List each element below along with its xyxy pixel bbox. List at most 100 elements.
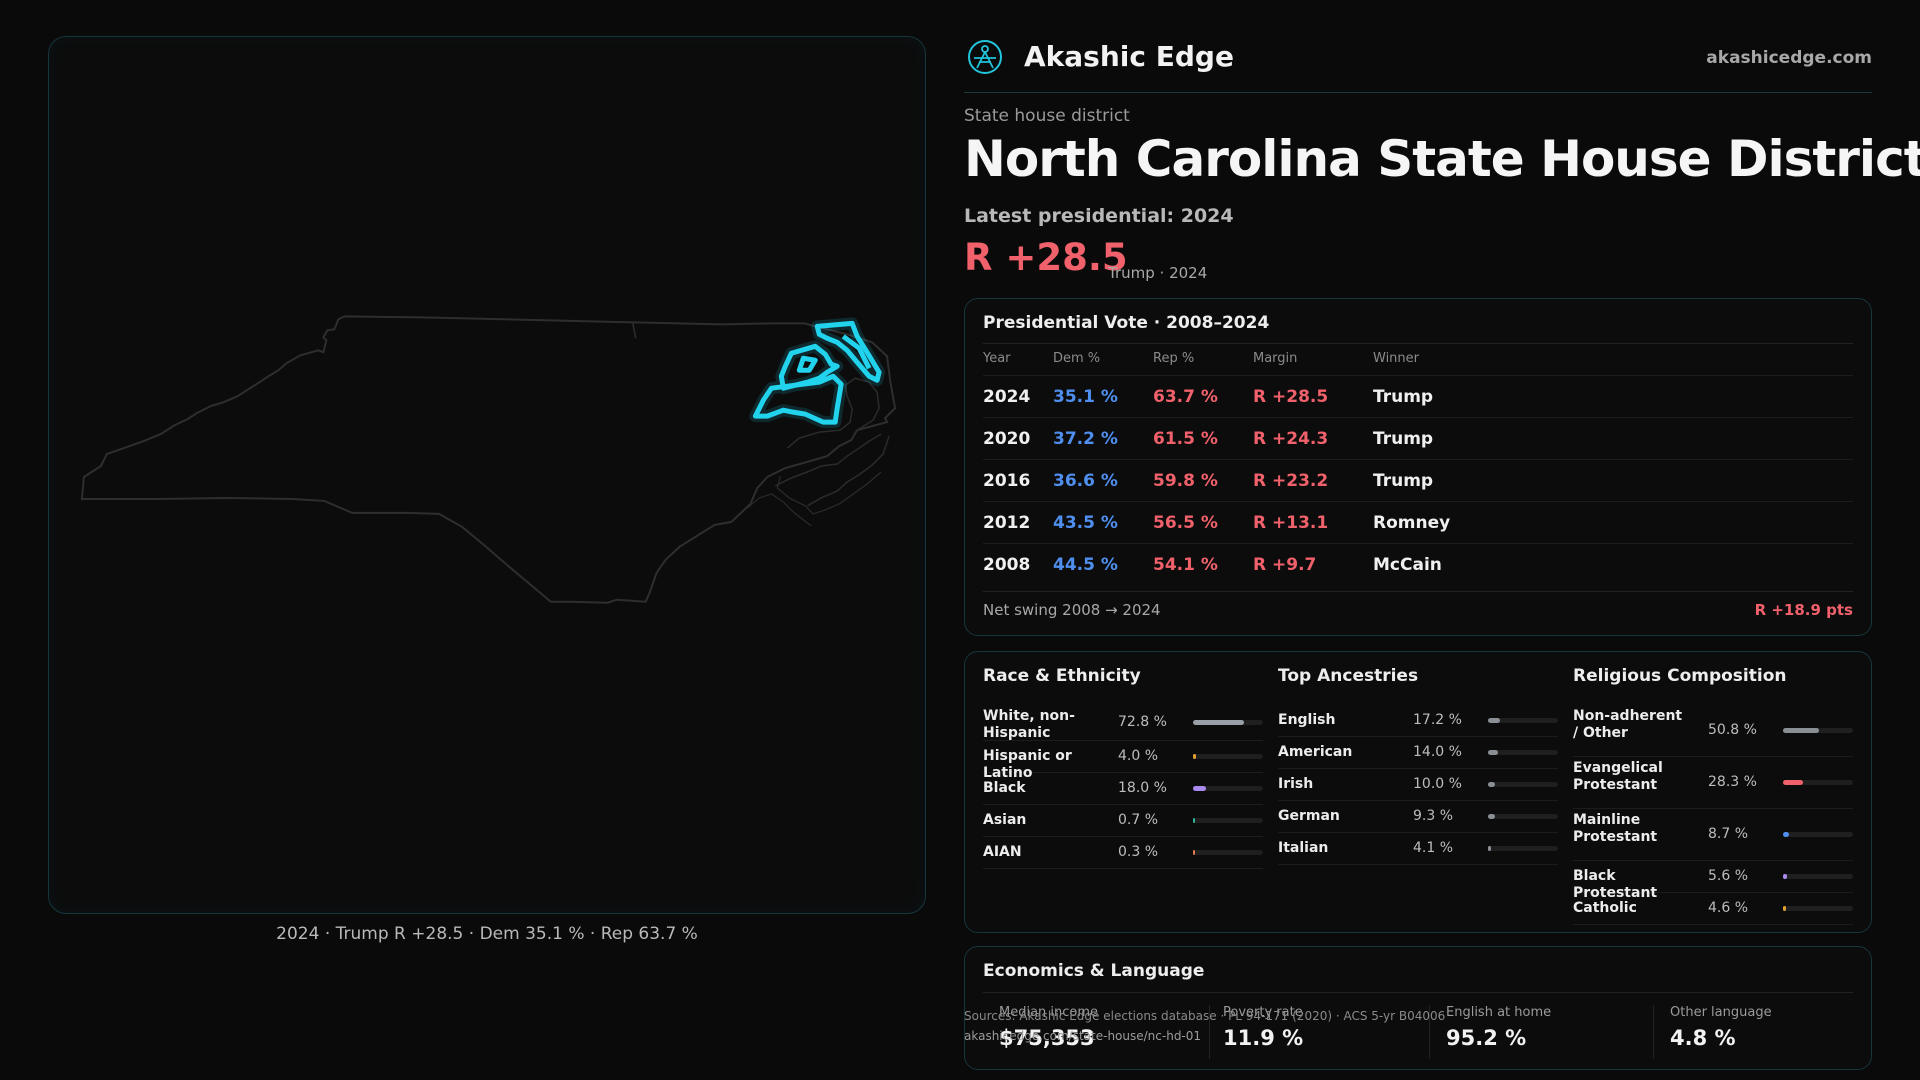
cell-dem: 37.2 % [1053,429,1118,449]
stat-label: English at home [1446,1005,1552,1020]
district-map[interactable] [48,36,926,914]
stat-row: White, non-Hispanic 72.8 % [983,704,1263,741]
stat-row-label: Hispanic or Latino [983,748,1072,781]
stat-row-percent: 17.2 % [1413,711,1462,728]
stat-row-label: Catholic [1573,900,1637,916]
district-highlight [752,320,882,425]
stat-value: 4.8 % [1670,1026,1736,1050]
cell-dem: 44.5 % [1053,555,1118,575]
stat-bar-track [1193,849,1263,855]
stat-bar-track [1193,719,1263,725]
stat-bar-fill [1193,785,1206,791]
stat-row-percent: 14.0 % [1413,743,1462,760]
stat-row-label: American [1278,744,1353,760]
stat-bar-track [1488,781,1558,787]
site-header: Akashic Edge akashicedge.com [964,36,1872,93]
sound-shoreline [747,493,812,527]
stat-row: Evangelical Protestant 28.3 % [1573,756,1853,809]
cell-rep: 56.5 % [1153,513,1218,533]
cell-winner: McCain [1373,555,1442,575]
stat-median-income: Median income $75,353 [999,1005,1098,1050]
latest-presidential-label: Latest presidential: 2024 [964,205,1234,227]
religious-composition-title: Religious Composition [1573,666,1787,686]
table-row: 2012 43.5 % 56.5 % R +13.1 Romney [983,501,1853,544]
stat-row: English 17.2 % [1278,704,1558,737]
cell-rep: 59.8 % [1153,471,1218,491]
cell-rep: 63.7 % [1153,387,1218,407]
stat-row-label: Italian [1278,840,1329,856]
stat-row-percent: 50.8 % [1708,721,1757,738]
brand-domain-link[interactable]: akashicedge.com [1706,48,1872,68]
cell-winner: Trump [1373,471,1434,491]
stat-row: Non-adherent / Other 50.8 % [1573,704,1853,757]
stat-bar-fill [1488,749,1498,755]
stat-bar-fill [1193,849,1195,855]
stat-bar-track [1488,749,1558,755]
top-ancestries-title: Top Ancestries [1278,666,1419,686]
net-swing-value: R +18.9 pts [1754,601,1853,619]
stat-row: American 14.0 % [1278,736,1558,769]
col-header-dem: Dem % [1053,351,1101,366]
stat-bar-fill [1193,719,1244,725]
stat-row-label: Black Protestant [1573,868,1658,901]
race-ethnicity-section: Race & Ethnicity White, non-Hispanic 72.8… [983,652,1263,932]
headline-margin: R +28.5 [964,236,1128,279]
cell-dem: 35.1 % [1053,387,1118,407]
source-footnote: Sources: Akashic Edge elections database… [964,1006,1445,1046]
stat-poverty-rate: Poverty rate 11.9 % [1223,1005,1303,1050]
stat-bar-track [1193,753,1263,759]
presidential-vote-card: Presidential Vote · 2008–2024 Year Dem %… [964,298,1872,636]
cell-rep: 61.5 % [1153,429,1218,449]
net-swing-label: Net swing 2008 → 2024 [983,601,1161,619]
stat-row-label: Asian [983,812,1027,828]
page-kicker: State house district [964,106,1130,126]
col-header-rep: Rep % [1153,351,1195,366]
brand-name[interactable]: Akashic Edge [1024,40,1234,73]
stat-row: Hispanic or Latino 4.0 % [983,740,1263,781]
cell-rep: 54.1 % [1153,555,1218,575]
stat-row: Italian 4.1 % [1278,832,1558,865]
stat-row: Black 18.0 % [983,772,1263,805]
stat-row-percent: 8.7 % [1708,825,1749,842]
akashic-edge-logo-icon[interactable] [966,38,1004,76]
stat-row-percent: 0.7 % [1118,811,1159,828]
stat-row-percent: 9.3 % [1413,807,1454,824]
headline-margin-sub: Trump · 2024 [1108,264,1208,282]
stat-label: Other language [1670,1005,1772,1020]
divider [1429,1005,1430,1059]
table-row: 2008 44.5 % 54.1 % R +9.7 McCain [983,543,1853,586]
map-caption: 2024 · Trump R +28.5 · Dem 35.1 % · Rep … [276,924,698,944]
stat-row: Mainline Protestant 8.7 % [1573,808,1853,861]
cell-year: 2020 [983,429,1031,449]
district-glow [749,317,886,429]
stat-bar-track [1193,785,1263,791]
cell-winner: Romney [1373,513,1451,533]
cell-winner: Trump [1373,429,1434,449]
stat-bar-fill [1783,779,1803,785]
col-header-year: Year [983,351,1011,366]
religious-composition-section: Religious Composition Non-adherent / Oth… [1573,652,1853,932]
stat-row-label: German [1278,808,1340,824]
cell-margin: R +13.1 [1253,513,1329,533]
cell-margin: R +9.7 [1253,555,1317,575]
divider [1653,1005,1654,1059]
stat-row: Asian 0.7 % [983,804,1263,837]
stat-row-percent: 10.0 % [1413,775,1462,792]
stat-bar-track [1783,831,1853,837]
stat-row-percent: 72.8 % [1118,713,1167,730]
stat-bar-fill [1488,717,1501,723]
stat-row: Black Protestant 5.6 % [1573,860,1853,901]
stat-bar-track [1783,873,1853,879]
table-row: 2024 35.1 % 63.7 % R +28.5 Trump [983,375,1853,418]
sound-shoreline [806,435,890,507]
stat-row-label: Irish [1278,776,1314,792]
economics-card: Economics & Language Median income $75,3… [964,946,1872,1070]
stat-row-label: English [1278,712,1336,728]
sound-shoreline [786,377,880,449]
cell-dem: 36.6 % [1053,471,1118,491]
stat-row-percent: 0.3 % [1118,843,1159,860]
stat-row-percent: 4.6 % [1708,899,1749,916]
source-url-link[interactable]: akashicedge.com/state-house/nc-hd-01 [964,1029,1202,1043]
stat-bar-fill [1783,873,1787,879]
sound-shoreline [776,471,882,515]
